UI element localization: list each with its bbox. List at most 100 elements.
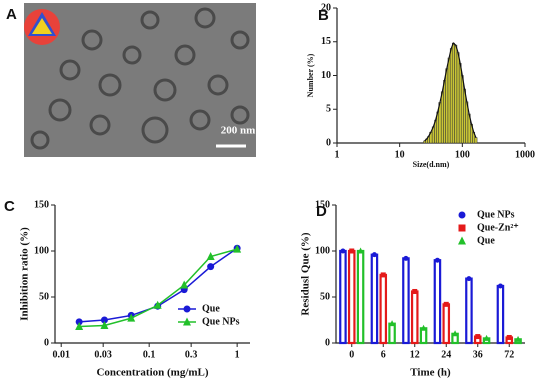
y-axis-label: Inhibition ratio (%) [19, 227, 31, 321]
bar [433, 259, 442, 345]
bar [454, 44, 458, 144]
bar [370, 253, 379, 345]
bar [388, 322, 396, 345]
y-tick-label: 0 [326, 137, 331, 148]
bar-cap [340, 248, 346, 254]
bar [496, 284, 505, 345]
image-panel: A 200 nm [6, 3, 256, 157]
bar-cap [349, 248, 355, 254]
bar [456, 52, 460, 144]
axis-line [336, 8, 525, 144]
y-axis-label: Number (%) [306, 53, 315, 97]
x-tick-label: 36 [473, 349, 483, 360]
y-tick-label: 10 [321, 70, 331, 81]
panel-label: B [318, 7, 329, 24]
bar-cap [403, 255, 409, 261]
bar [458, 63, 462, 144]
x-tick-label: 0.3 [185, 349, 198, 360]
legend-label: Que NPs [477, 209, 515, 220]
particles [30, 7, 250, 150]
x-tick-label: 24 [441, 349, 451, 360]
y-tick-label: 50 [320, 291, 330, 302]
legend-marker [458, 224, 466, 232]
bar [474, 137, 478, 144]
bar [442, 303, 451, 345]
bar-cap [497, 283, 503, 289]
chart-panel: B 0 5 10 15 20 1 10 100 1000 Size(d.nm) Number (%) [306, 2, 535, 169]
bar [440, 91, 444, 144]
bar [443, 79, 446, 144]
bar [410, 290, 419, 345]
series-line [79, 248, 238, 328]
bar-cap [389, 320, 396, 327]
bar [379, 273, 388, 345]
bar-cap [483, 334, 490, 341]
bar [445, 68, 449, 144]
bar [460, 75, 464, 144]
bar-cap [452, 330, 459, 337]
panel-label: A [6, 6, 17, 23]
bar [347, 249, 356, 345]
y-tick-label: 5 [326, 104, 331, 115]
x-axis-label: Size(d.nm) [413, 160, 450, 169]
x-tick-label: 0.03 [94, 349, 112, 360]
bar-cap [357, 247, 364, 254]
marker [127, 313, 136, 322]
marker [100, 321, 109, 330]
legend-label: Que-Zn²⁺ [477, 222, 519, 233]
x-tick-label: 6 [381, 349, 386, 360]
bar [339, 249, 347, 345]
marker [75, 321, 84, 330]
bar [402, 257, 410, 345]
y-tick-label: 150 [315, 199, 330, 210]
x-tick-label: 10 [395, 149, 405, 160]
legend-marker [183, 305, 191, 313]
chart-panel: D 0 50 100 150 Time (h) Residusl Que (%) 0 6 12 24… [300, 199, 525, 379]
tem-image [24, 3, 256, 157]
panel-label: C [4, 198, 15, 215]
bar-cap [506, 334, 512, 340]
bar [449, 48, 453, 144]
bar-cap [420, 324, 427, 331]
bar [447, 57, 451, 144]
marker [233, 244, 242, 253]
bar-cap [475, 334, 481, 340]
y-tick-label: 100 [315, 245, 330, 256]
bar [465, 277, 473, 345]
x-tick-label: 12 [410, 349, 420, 360]
panel-label: D [316, 203, 327, 220]
legend-marker [183, 317, 191, 326]
bar-cap [466, 276, 472, 282]
y-tick-label: 20 [321, 2, 331, 13]
bar-cap [371, 252, 377, 258]
y-axis-label: Residusl Que (%) [300, 232, 312, 315]
bar [423, 140, 426, 144]
marker [75, 318, 83, 326]
bar [451, 42, 455, 144]
inset-icon [24, 9, 60, 45]
x-tick-label: 72 [504, 349, 514, 360]
scale-bar-label: 200 nm [221, 125, 256, 137]
fit-curve [424, 42, 477, 142]
x-tick-label: 0.1 [143, 349, 156, 360]
legend-label: Que [477, 235, 495, 246]
x-tick-label: 1 [335, 149, 340, 160]
x-tick-label: 100 [455, 149, 470, 160]
bar-cap [380, 272, 386, 278]
x-tick-label: 1000 [515, 149, 535, 160]
marker [180, 280, 189, 289]
marker [206, 252, 215, 261]
x-axis-label: Concentration (mg/mL) [96, 367, 208, 379]
bar [356, 249, 365, 345]
legend-label: Que NPs [202, 316, 240, 327]
bar-cap [434, 257, 440, 263]
x-axis-label: Time (h) [410, 367, 451, 379]
bar [463, 88, 466, 144]
marker [207, 263, 215, 271]
legend-marker [458, 211, 466, 219]
x-tick-label: 1 [235, 349, 240, 360]
x-tick-label: 0 [349, 349, 354, 360]
y-tick-label: 0 [44, 337, 49, 348]
legend-marker [458, 236, 466, 245]
y-tick-label: 0 [325, 337, 330, 348]
